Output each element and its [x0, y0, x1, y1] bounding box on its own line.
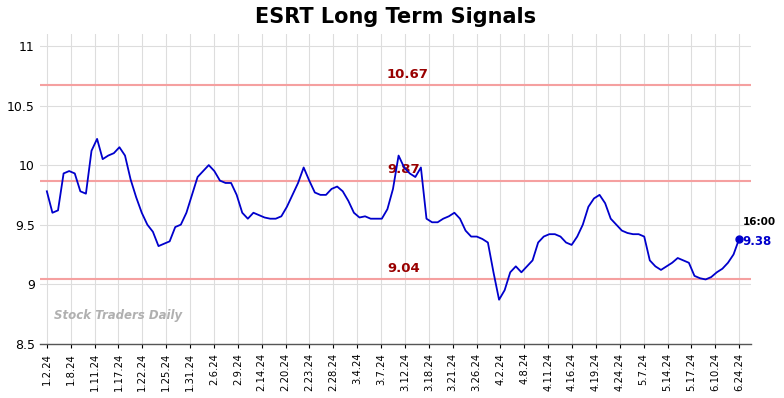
Title: ESRT Long Term Signals: ESRT Long Term Signals: [255, 7, 536, 27]
Text: 9.04: 9.04: [387, 262, 419, 275]
Text: 9.87: 9.87: [387, 164, 419, 176]
Text: 9.38: 9.38: [742, 235, 772, 248]
Text: 10.67: 10.67: [387, 68, 429, 81]
Text: Stock Traders Daily: Stock Traders Daily: [54, 309, 182, 322]
Text: 16:00: 16:00: [742, 217, 776, 226]
